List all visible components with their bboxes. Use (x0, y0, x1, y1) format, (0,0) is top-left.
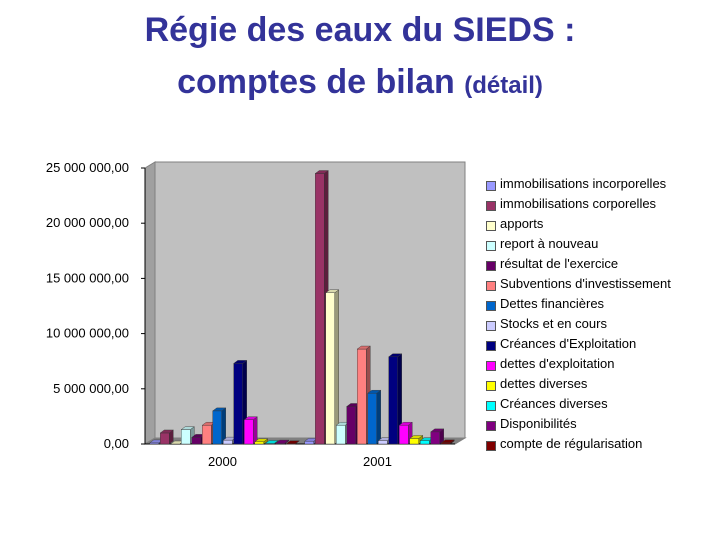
bar-top (398, 422, 413, 426)
legend-swatch (486, 341, 496, 351)
bar-front (430, 431, 440, 445)
bar-top (264, 440, 279, 444)
bar-front (304, 441, 314, 445)
slide-title-line-1: Régie des eaux du SIEDS : (144, 11, 576, 49)
bar-9-0 (243, 416, 258, 445)
bar-top (212, 407, 227, 412)
legend-swatch (486, 401, 496, 411)
bar-13-0 (285, 440, 300, 445)
legend-swatch (486, 321, 496, 331)
bar-8-1 (388, 353, 403, 445)
legend-swatch (486, 181, 496, 191)
bar-front (336, 425, 346, 445)
bar-top (180, 426, 195, 430)
y-tick-label: 0,00 (104, 436, 129, 451)
legend-label: Créances diverses (500, 396, 608, 411)
plot-back-wall (154, 161, 466, 439)
legend-swatch (486, 221, 496, 231)
bar-11-0 (264, 440, 279, 445)
bar-top (159, 429, 174, 434)
bar-front (378, 440, 388, 445)
legend-label: Créances d'Exploitation (500, 336, 637, 351)
legend-label: Stocks et en cours (500, 316, 607, 331)
bar-side (376, 389, 381, 445)
bar-front (191, 437, 201, 445)
bar-front (325, 292, 335, 445)
bar-12-1 (430, 428, 445, 445)
slide-title-line-2: comptes de bilan (détail) (0, 62, 720, 106)
bar-front (409, 438, 419, 445)
bar-top (325, 289, 340, 293)
legend-swatch (486, 301, 496, 311)
legend-swatch (486, 441, 496, 451)
bar-front (315, 173, 325, 445)
legend-swatch (486, 381, 496, 391)
legend-swatch (486, 361, 496, 371)
bar-6-0 (212, 407, 227, 445)
bar-top (254, 438, 269, 442)
bar-10-0 (254, 438, 269, 445)
y-tick-label: 10 000 000,00 (46, 326, 129, 341)
bar-front (212, 410, 222, 445)
bar-top (275, 439, 290, 444)
bar-front (160, 432, 170, 445)
legend-swatch (486, 261, 496, 271)
bar-13-1 (440, 439, 455, 445)
x-tick-label: 2000 (208, 454, 237, 469)
bar-top (243, 416, 258, 420)
legend-label: résultat de l'exercice (500, 256, 619, 271)
legend-label: immobilisations incorporelles (500, 176, 667, 191)
legend-swatch (486, 421, 496, 431)
bar-front (346, 406, 356, 445)
slide-title-detail: (détail) (464, 72, 543, 99)
legend-label: dettes diverses (500, 376, 588, 391)
bar-front (399, 425, 409, 445)
legend-label: Subventions d'investissement (500, 276, 671, 291)
bar-front (181, 429, 191, 445)
legend-label: Disponibilités (500, 416, 577, 431)
bar-chart: 0,00 5 000 000,00 10 000 000,00 15 000 000,… (46, 160, 467, 469)
bar-top (430, 428, 445, 433)
bar-2-1 (325, 289, 340, 445)
y-tick-label: 20 000 000,00 (46, 215, 129, 230)
legend-swatch (486, 241, 496, 251)
y-tick-label: 25 000 000,00 (46, 160, 129, 175)
bar-front (202, 425, 212, 445)
bar-top (388, 353, 403, 357)
bar-top (285, 440, 300, 444)
legend-label: apports (500, 216, 544, 231)
legend-label: Dettes financières (500, 296, 605, 311)
x-tick-label: 2001 (363, 454, 392, 469)
bar-front (420, 440, 430, 445)
bar-6-1 (367, 389, 382, 445)
bar-top (314, 170, 329, 174)
bar-12-0 (275, 439, 290, 445)
legend-label: immobilisations corporelles (500, 196, 657, 211)
bar-top (233, 360, 248, 364)
legend-label: report à nouveau (500, 236, 599, 251)
legend-label: compte de régularisation (500, 436, 643, 451)
bar-front (357, 348, 367, 445)
bar-front (223, 439, 233, 445)
bar-front (233, 363, 243, 445)
bar-front (244, 419, 254, 445)
bar-top (440, 439, 455, 444)
bar-front (254, 441, 264, 445)
bar-top (409, 435, 424, 439)
bar-front (367, 393, 377, 445)
bar-side (253, 416, 258, 445)
legend-label: dettes d'exploitation (500, 356, 615, 371)
bar-top (367, 390, 382, 394)
legend-swatch (486, 201, 496, 211)
slide-title-main: comptes de bilan (177, 63, 455, 101)
bar-side (334, 289, 339, 445)
bar-front (388, 356, 398, 445)
bar-top (356, 345, 371, 350)
plot-side-wall (144, 161, 156, 445)
y-tick-label: 15 000 000,00 (46, 270, 129, 285)
y-tick-label: 5 000 000,00 (53, 381, 129, 396)
bar-1-0 (159, 429, 174, 445)
legend-swatch (486, 281, 496, 291)
